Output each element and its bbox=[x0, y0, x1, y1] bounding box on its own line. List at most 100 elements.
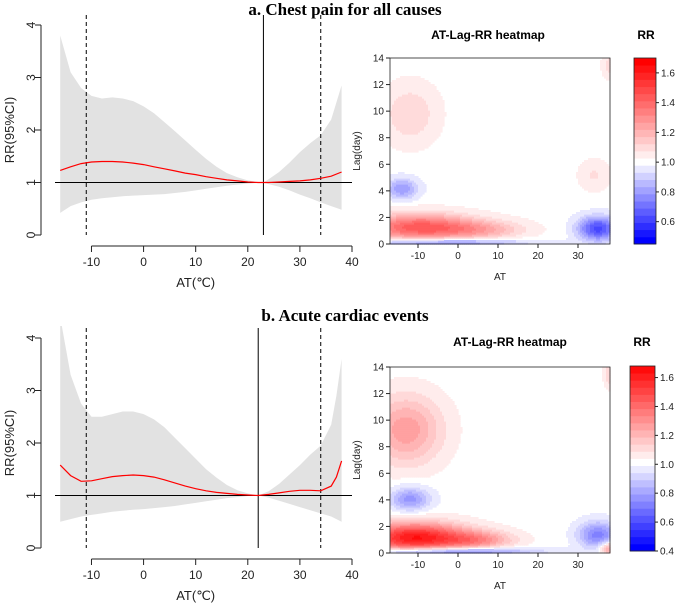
heatmap-cell bbox=[420, 98, 423, 101]
heatmap-cell bbox=[540, 224, 543, 227]
heatmap-cell bbox=[400, 184, 403, 187]
heatmap-cell bbox=[418, 461, 421, 464]
heatmap-cell bbox=[412, 208, 415, 211]
heatmap-cell bbox=[424, 445, 427, 448]
heatmap-cell bbox=[592, 226, 595, 229]
heatmap-cell bbox=[556, 242, 559, 245]
heatmap-cell bbox=[408, 150, 411, 153]
heatmap-cell bbox=[414, 78, 417, 81]
heatmap-cell bbox=[400, 473, 403, 476]
heatmap-cell bbox=[408, 138, 411, 141]
heatmap-cell bbox=[428, 463, 431, 466]
heatmap-cell bbox=[406, 148, 409, 151]
heatmap-cell bbox=[434, 449, 437, 452]
heatmap-cell bbox=[592, 210, 595, 213]
heatmap-cell bbox=[482, 214, 485, 217]
heatmap-cell bbox=[404, 547, 407, 550]
heatmap-cell bbox=[404, 196, 407, 199]
heatmap-cell bbox=[438, 226, 441, 229]
heatmap-cell bbox=[428, 94, 431, 97]
colorbar-title: RR bbox=[637, 28, 655, 42]
heatmap-cell bbox=[402, 441, 405, 444]
heatmap-cell bbox=[398, 240, 401, 243]
heatmap-cell bbox=[424, 435, 427, 438]
heatmap-cell bbox=[390, 102, 393, 105]
heatmap-cell bbox=[436, 204, 439, 207]
heatmap-cell bbox=[452, 212, 455, 215]
y-axis-label: RR(95%CI) bbox=[2, 97, 17, 163]
heatmap-cell bbox=[434, 547, 437, 550]
heatmap-cell bbox=[536, 230, 539, 233]
heatmap-cell bbox=[426, 495, 429, 498]
heatmap-cell bbox=[404, 497, 407, 500]
heatmap-cell bbox=[420, 527, 423, 530]
heatmap-cell bbox=[606, 238, 609, 241]
heatmap-cell bbox=[600, 166, 603, 169]
heatmap-cell bbox=[426, 98, 429, 101]
heatmap-cell bbox=[420, 190, 423, 193]
heatmap-cell bbox=[408, 242, 411, 245]
heatmap-cell bbox=[416, 212, 419, 215]
heatmap-cell bbox=[584, 170, 587, 173]
heatmap-cell bbox=[410, 429, 413, 432]
heatmap-cell bbox=[392, 381, 395, 384]
y-tick-label: 4 bbox=[378, 186, 384, 197]
heatmap-cell bbox=[430, 140, 433, 143]
heatmap-cell bbox=[438, 218, 441, 221]
heatmap-cell bbox=[396, 527, 399, 530]
heatmap-cell bbox=[432, 545, 435, 548]
colorbar: 0.60.81.01.21.41.6 bbox=[633, 57, 675, 245]
heatmap-cell bbox=[602, 218, 605, 221]
heatmap-cell bbox=[400, 98, 403, 101]
heatmap-cell bbox=[524, 224, 527, 227]
heatmap-cell bbox=[392, 505, 395, 508]
heatmap-cell bbox=[406, 90, 409, 93]
heatmap-cell bbox=[406, 100, 409, 103]
heatmap-cell bbox=[406, 417, 409, 420]
heatmap-cell bbox=[590, 210, 593, 213]
heatmap-cell bbox=[410, 78, 413, 81]
heatmap-cell bbox=[414, 437, 417, 440]
heatmap-cell bbox=[486, 236, 489, 239]
heatmap-cell bbox=[398, 439, 401, 442]
heatmap-cell bbox=[438, 108, 441, 111]
heatmap-cell bbox=[414, 461, 417, 464]
heatmap-cell bbox=[390, 493, 393, 496]
heatmap-cell bbox=[396, 489, 399, 492]
heatmap-cell bbox=[404, 467, 407, 470]
heatmap-cell bbox=[418, 188, 421, 191]
heatmap-cell bbox=[392, 541, 395, 544]
heatmap-cell bbox=[466, 208, 469, 211]
heatmap-cell bbox=[446, 212, 449, 215]
heatmap-cell bbox=[512, 220, 515, 223]
heatmap-cell bbox=[492, 216, 495, 219]
heatmap-cell bbox=[454, 212, 457, 215]
heatmap-cell bbox=[406, 497, 409, 500]
heatmap-cell bbox=[424, 507, 427, 510]
heatmap-cell bbox=[428, 88, 431, 91]
heatmap-cell bbox=[390, 447, 393, 450]
heatmap-cell bbox=[552, 240, 555, 243]
heatmap-cell bbox=[418, 457, 421, 460]
heatmap-cell bbox=[430, 409, 433, 412]
heatmap-cell bbox=[432, 124, 435, 127]
heatmap-cell bbox=[404, 461, 407, 464]
heatmap-cell bbox=[426, 443, 429, 446]
heatmap-cell bbox=[472, 236, 475, 239]
heatmap-cell bbox=[398, 487, 401, 490]
heatmap-cell bbox=[418, 210, 421, 213]
heatmap-cell bbox=[414, 449, 417, 452]
heatmap-cell bbox=[592, 238, 595, 241]
heatmap-cell bbox=[394, 377, 397, 380]
heatmap-cell bbox=[432, 515, 435, 518]
heatmap-cell bbox=[410, 182, 413, 185]
heatmap-cell bbox=[482, 228, 485, 231]
heatmap-cell bbox=[418, 537, 421, 540]
heatmap-cell bbox=[392, 413, 395, 416]
heatmap-cell bbox=[396, 515, 399, 518]
heatmap-cell bbox=[402, 122, 405, 125]
heatmap-cell bbox=[488, 234, 491, 237]
heatmap-cell bbox=[394, 409, 397, 412]
heatmap-cell bbox=[586, 218, 589, 221]
heatmap-cell bbox=[448, 240, 451, 243]
